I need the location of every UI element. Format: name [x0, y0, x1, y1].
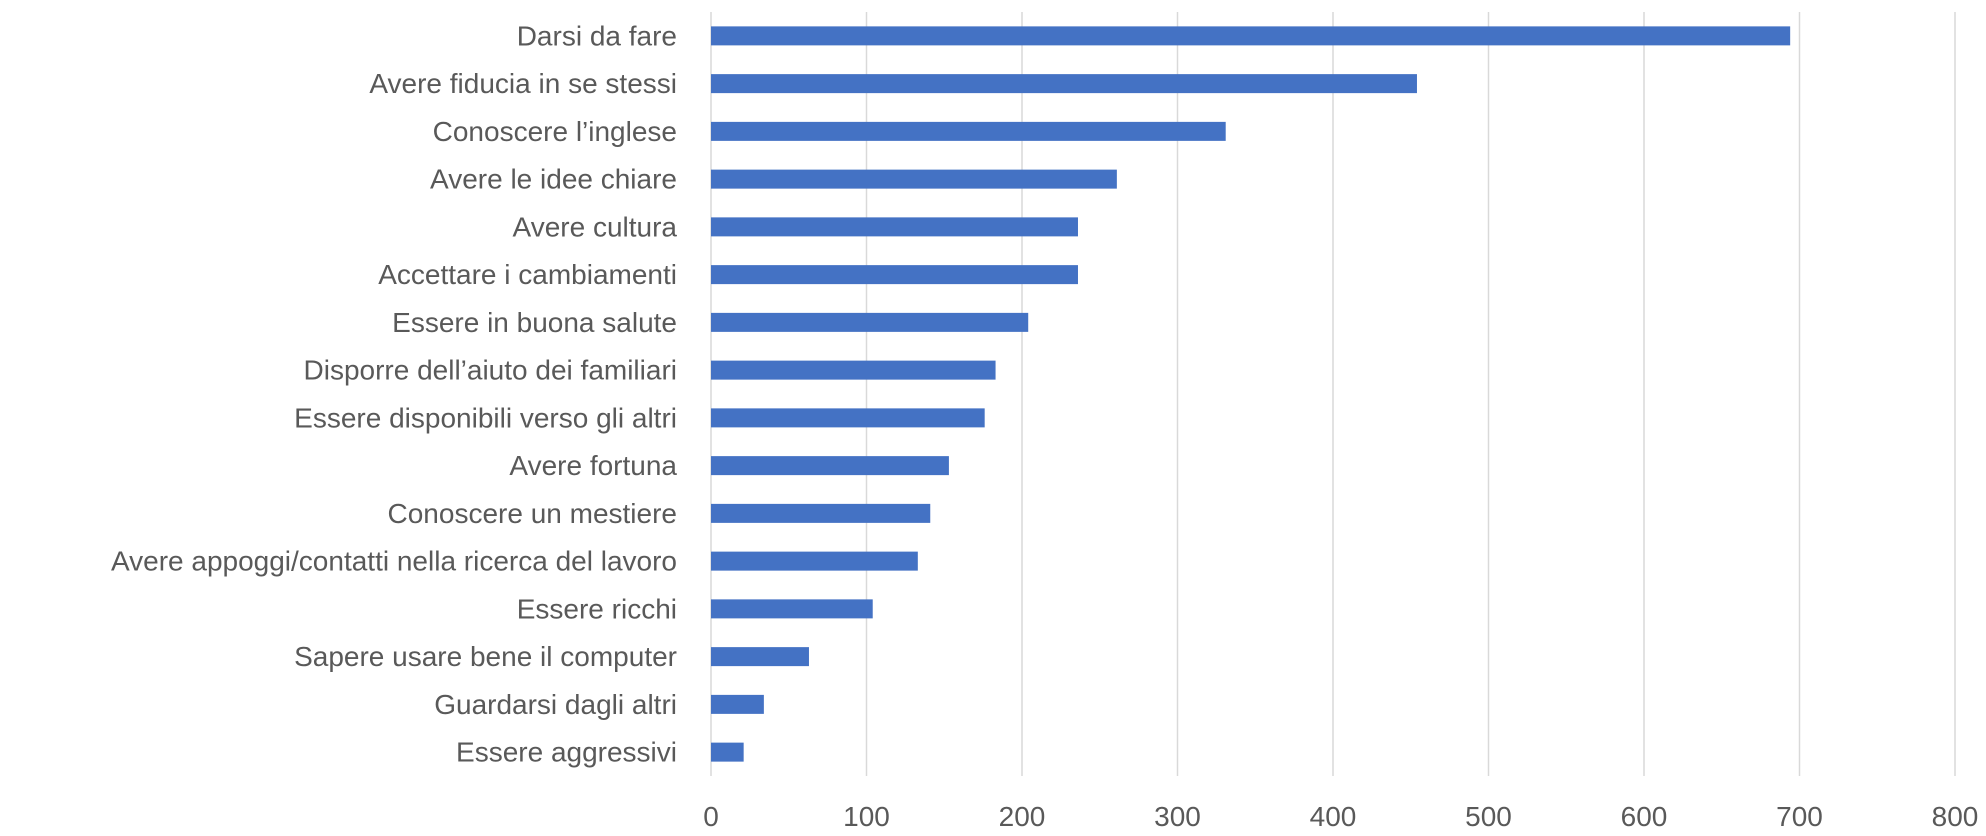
bar	[711, 408, 985, 428]
category-label: Essere aggressivi	[456, 737, 677, 768]
bar	[711, 503, 931, 523]
category-labels: Darsi da fare Avere fiducia in se stessi C…	[111, 20, 677, 767]
bar	[711, 265, 1078, 285]
category-label: Avere fortuna	[509, 450, 677, 481]
category-label: Darsi da fare	[517, 20, 677, 51]
bar	[711, 456, 949, 476]
bar	[711, 742, 744, 762]
bar	[711, 312, 1029, 332]
x-tick-label: 600	[1621, 801, 1668, 832]
category-label: Sapere usare bene il computer	[294, 641, 677, 672]
bar	[711, 647, 809, 667]
x-tick-label: 300	[1154, 801, 1201, 832]
category-label: Disporre dell’aiuto dei familiari	[304, 355, 678, 386]
category-label: Guardarsi dagli altri	[434, 689, 677, 720]
x-tick-label: 700	[1776, 801, 1823, 832]
category-label: Essere in buona salute	[392, 307, 677, 338]
bar	[711, 599, 873, 619]
category-label: Essere ricchi	[517, 593, 677, 624]
x-tick-label: 500	[1465, 801, 1512, 832]
bar	[711, 360, 996, 380]
category-label: Essere disponibili verso gli altri	[294, 402, 677, 433]
category-label: Avere fiducia in se stessi	[369, 68, 677, 99]
x-tick-label: 400	[1310, 801, 1357, 832]
category-label: Conoscere un mestiere	[388, 498, 677, 529]
x-tick-label: 100	[843, 801, 890, 832]
category-label: Avere cultura	[513, 211, 678, 242]
tick-labels: 0 100 200 300 400 500 600 700 800	[703, 801, 1978, 832]
category-label: Accettare i cambiamenti	[378, 259, 677, 290]
category-label: Conoscere l’inglese	[433, 116, 677, 147]
bar	[711, 74, 1417, 94]
category-label: Avere le idee chiare	[430, 164, 677, 195]
bar	[711, 26, 1791, 46]
x-tick-label: 800	[1932, 801, 1979, 832]
bar	[711, 694, 764, 714]
x-tick-label: 200	[999, 801, 1046, 832]
bar	[711, 169, 1117, 189]
x-tick-label: 0	[703, 801, 719, 832]
bar	[711, 551, 918, 571]
bar	[711, 217, 1078, 237]
bar	[711, 121, 1226, 141]
bars	[711, 26, 1791, 762]
category-label: Avere appoggi/contatti nella ricerca del…	[111, 546, 677, 577]
